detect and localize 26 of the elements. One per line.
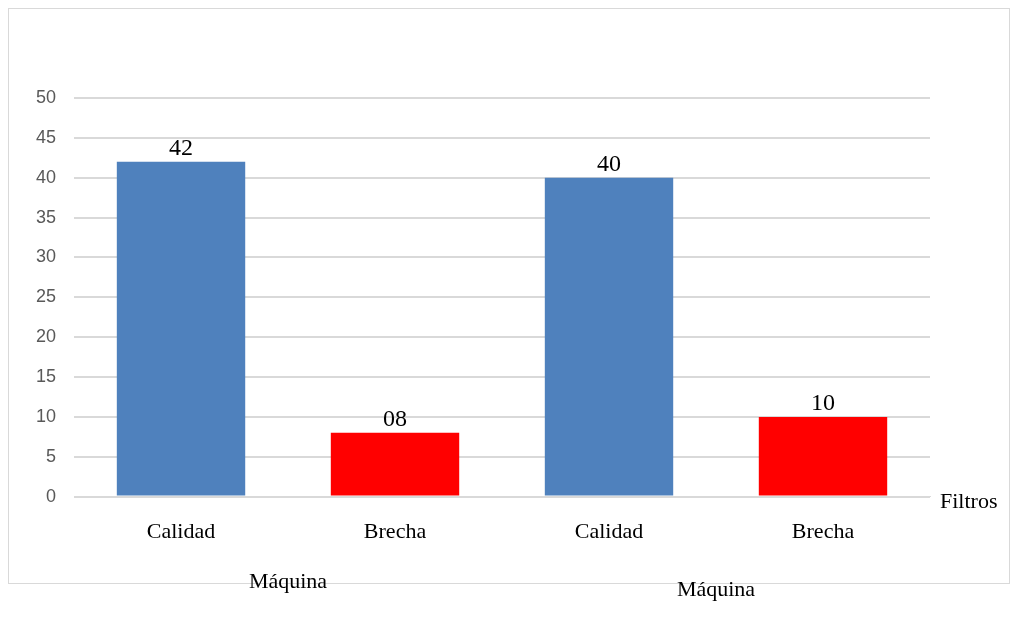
y-tick-label: 35 (35, 206, 57, 227)
y-tick-label: 45 (35, 126, 57, 147)
bar (330, 432, 460, 496)
data-label: 42 (169, 134, 194, 161)
x-tick-label: Brecha (363, 517, 427, 543)
y-tick-label: 5 (46, 445, 57, 466)
y-tick-label: 10 (35, 405, 57, 426)
x-axis-title: Filtros (940, 488, 998, 514)
data-label: 40 (597, 150, 622, 177)
text: Máquina (248, 568, 328, 594)
bar (116, 161, 246, 496)
y-tick-label: 25 (35, 286, 57, 307)
y-tick-label: 50 (35, 86, 57, 107)
x-tick-label: Calidad (146, 517, 216, 543)
y-tick-label: 0 (46, 485, 57, 506)
bar (544, 177, 674, 496)
y-tick-label: 40 (35, 166, 57, 187)
x-tick-label: Brecha (791, 517, 855, 543)
x-tick-label: Calidad (574, 517, 644, 543)
bar (758, 416, 888, 496)
data-label: 10 (811, 389, 835, 416)
text: Máquina (676, 576, 756, 602)
y-tick-label: 15 (35, 365, 57, 386)
data-label: 08 (383, 405, 408, 432)
y-tick-label: 20 (35, 326, 57, 347)
y-tick-label: 30 (35, 246, 57, 267)
